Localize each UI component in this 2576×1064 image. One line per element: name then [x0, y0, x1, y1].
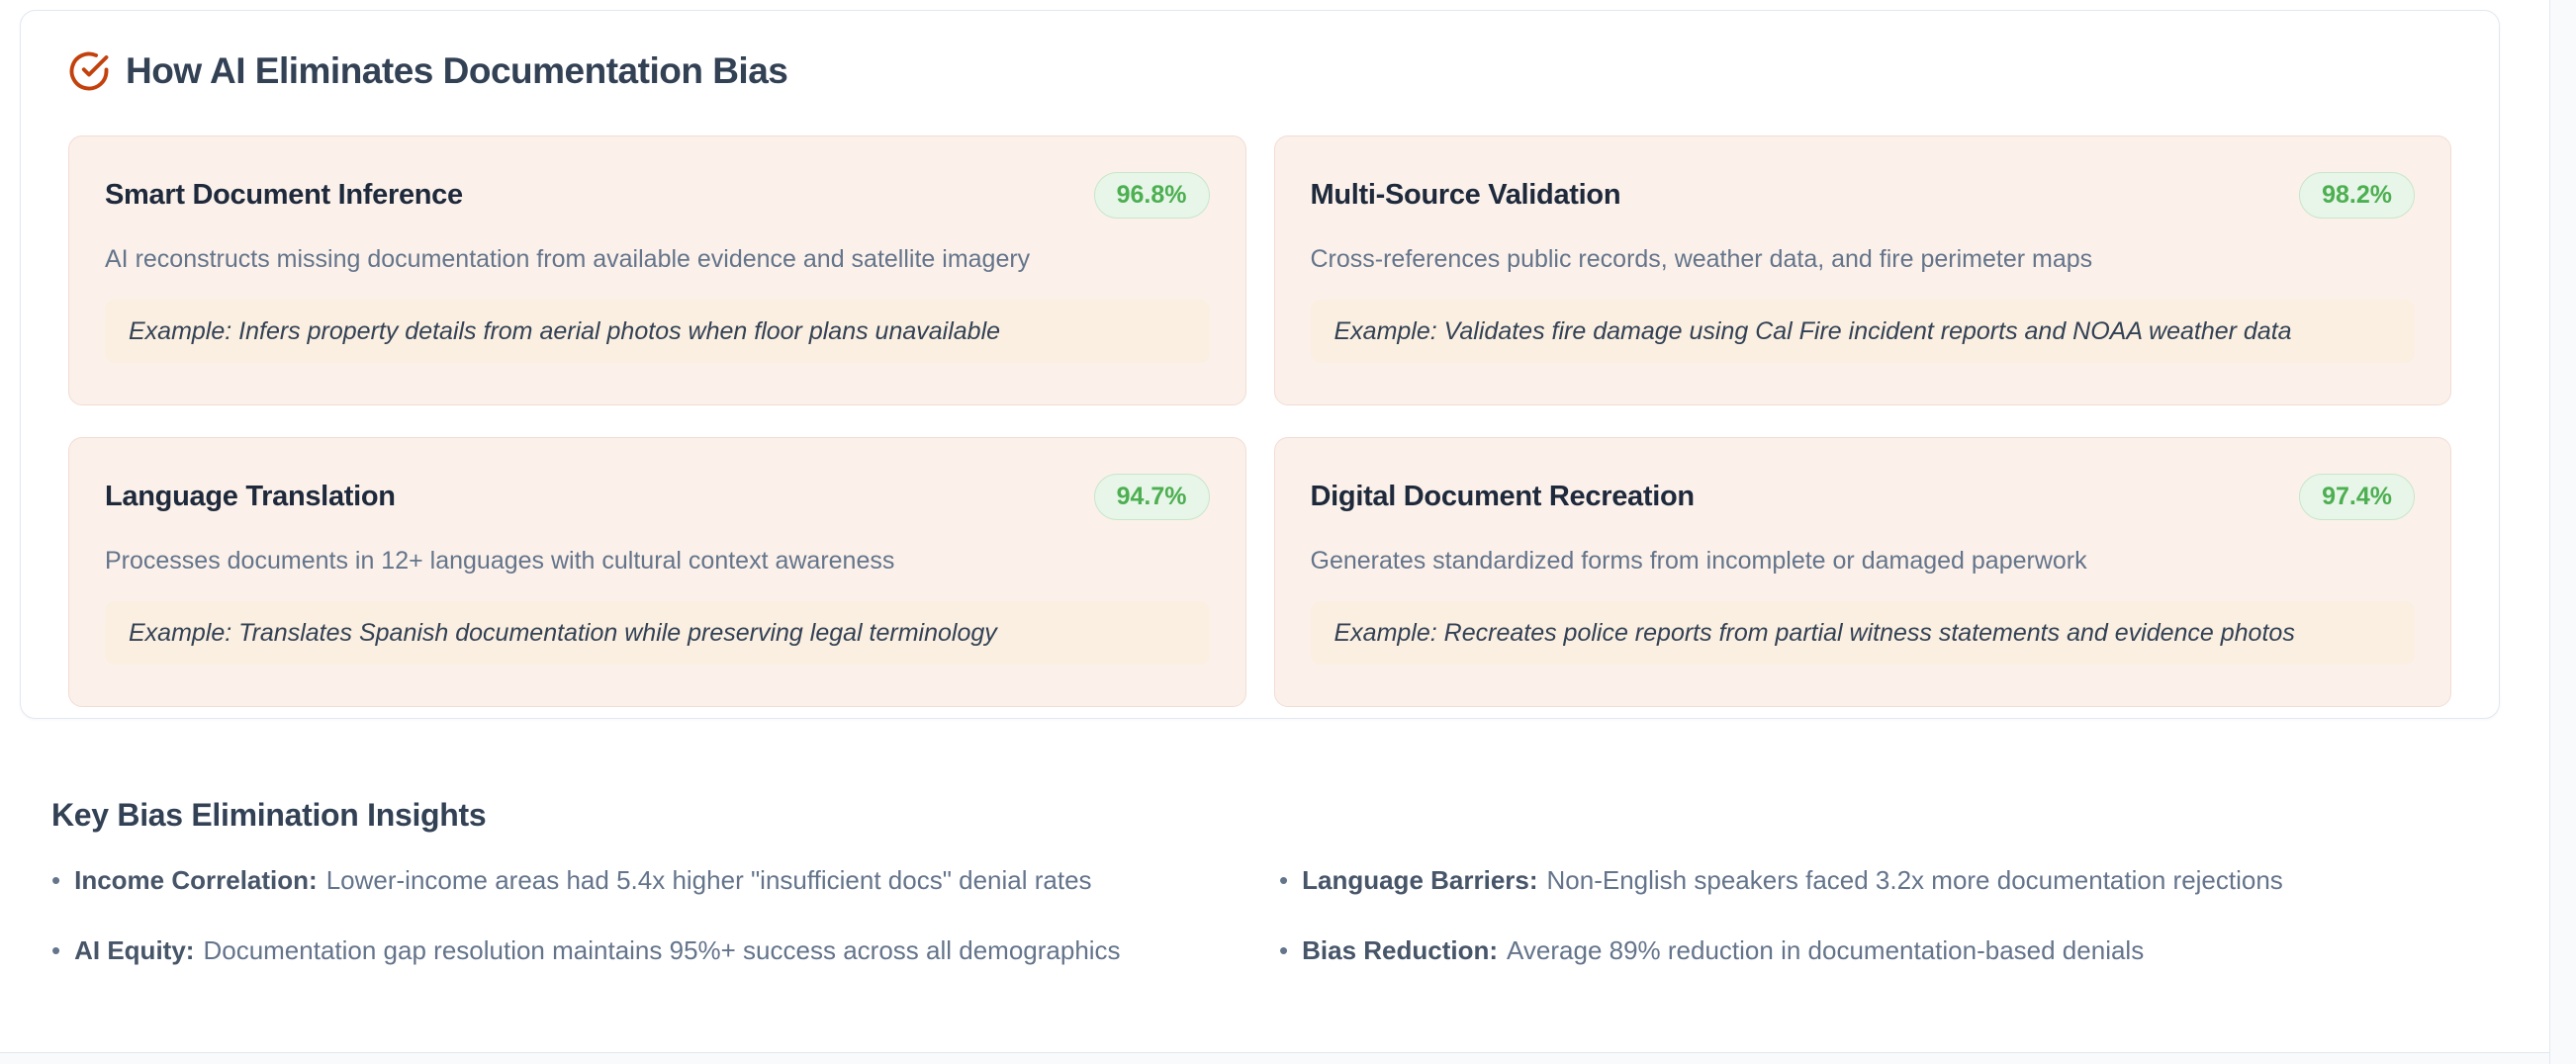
- card-title: Smart Document Inference: [105, 179, 463, 211]
- bullet: •: [51, 865, 61, 895]
- insight-label: Language Barriers:: [1302, 865, 1538, 895]
- insight-item: • Income Correlation: Lower-income areas h…: [51, 865, 1279, 896]
- capability-card: Smart Document Inference 96.8% AI recons…: [68, 135, 1246, 405]
- insight-text: Lower-income areas had 5.4x higher "insu…: [325, 865, 1092, 895]
- card-header: Smart Document Inference 96.8%: [105, 172, 1210, 219]
- accuracy-badge: 98.2%: [2299, 172, 2415, 219]
- accuracy-badge: 94.7%: [1093, 474, 1210, 520]
- right-gutter: [2549, 0, 2576, 1064]
- insight-item: • Language Barriers: Non-English speakers …: [1279, 865, 2495, 896]
- example-box: Example: Validates fire damage using Cal…: [1310, 300, 2415, 363]
- insight-item: • Bias Reduction: Average 89% reduction in…: [1279, 935, 2495, 966]
- insights-title: Key Bias Elimination Insights: [51, 797, 487, 833]
- insight-text: Non-English speakers faced 3.2x more doc…: [1546, 865, 2283, 895]
- capability-card: Multi-Source Validation 98.2% Cross-refe…: [1273, 135, 2451, 405]
- check-circle-icon: [68, 50, 110, 92]
- insight-text: Documentation gap resolution maintains 9…: [203, 935, 1121, 966]
- insight-label: Income Correlation:: [74, 865, 318, 895]
- card-description: AI reconstructs missing documentation fr…: [105, 245, 1031, 273]
- capability-cards-grid: Smart Document Inference 96.8% AI recons…: [68, 135, 2451, 707]
- bullet: •: [1279, 865, 1289, 895]
- accuracy-badge: 96.8%: [1093, 172, 1210, 219]
- insight-label: AI Equity:: [74, 935, 195, 966]
- example-box: Example: Recreates police reports from p…: [1310, 601, 2415, 665]
- example-box: Example: Infers property details from ae…: [105, 300, 1210, 363]
- insights-grid: • Income Correlation: Lower-income areas h…: [51, 865, 2495, 966]
- card-description: Processes documents in 12+ languages wit…: [105, 547, 895, 575]
- card-description: Cross-references public records, weather…: [1310, 245, 2093, 273]
- panel-title: How AI Eliminates Documentation Bias: [126, 50, 788, 91]
- bullet: •: [51, 935, 61, 966]
- capability-card: Digital Document Recreation 97.4% Genera…: [1273, 437, 2451, 707]
- card-header: Language Translation 94.7%: [105, 474, 1210, 520]
- ai-documentation-bias-panel: How AI Eliminates Documentation Bias Sma…: [20, 10, 2500, 719]
- insight-text: Average 89% reduction in documentation-b…: [1507, 935, 2145, 966]
- bullet: •: [1279, 935, 1289, 966]
- insight-item: • AI Equity: Documentation gap resolution …: [51, 935, 1279, 966]
- accuracy-badge: 97.4%: [2299, 474, 2415, 520]
- card-title: Multi-Source Validation: [1310, 179, 1621, 211]
- bottom-divider: [0, 1052, 2549, 1064]
- card-header: Digital Document Recreation 97.4%: [1310, 474, 2415, 520]
- card-description: Generates standardized forms from incomp…: [1310, 547, 2087, 575]
- panel-header: How AI Eliminates Documentation Bias: [68, 50, 2451, 92]
- insight-label: Bias Reduction:: [1302, 935, 1499, 966]
- capability-card: Language Translation 94.7% Processes doc…: [68, 437, 1246, 707]
- insights-section: Key Bias Elimination Insights • Income Co…: [51, 797, 2495, 966]
- card-title: Digital Document Recreation: [1310, 481, 1696, 512]
- example-box: Example: Translates Spanish documentatio…: [105, 601, 1210, 665]
- card-title: Language Translation: [105, 481, 396, 512]
- card-header: Multi-Source Validation 98.2%: [1310, 172, 2415, 219]
